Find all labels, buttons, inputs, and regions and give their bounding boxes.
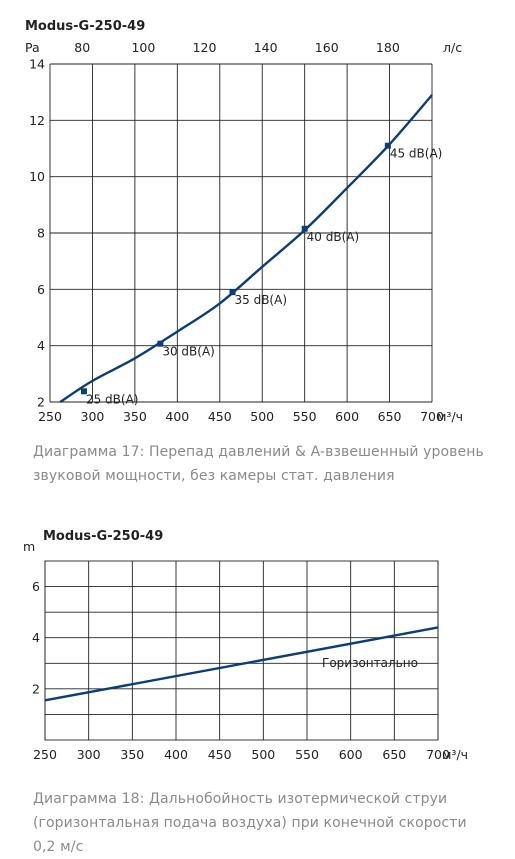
pressure-chart-caption: Диаграмма 17: Перепад давлений & A-взвеш… (33, 444, 484, 484)
chart1-sound-level-label: 45 dB(A) (390, 147, 443, 161)
chart1-x2-tick-label: 160 (315, 40, 339, 55)
chart1-x-tick-label: 600 (335, 409, 359, 424)
chart1-x-axis-label: м³/ч (437, 409, 463, 424)
throw-chart-caption: Диаграмма 18: Дальнобойность изотермичес… (33, 791, 467, 855)
chart2-y-tick-label: 4 (32, 630, 40, 645)
chart1-y-tick-label: 4 (37, 338, 45, 353)
chart1-sound-level-label: 35 dB(A) (235, 293, 288, 307)
chart2-x-tick-label: 500 (251, 747, 275, 762)
chart2-x-tick-label: 550 (295, 747, 319, 762)
chart1-sound-marker (229, 289, 236, 296)
chart2-x-tick-label: 350 (120, 747, 144, 762)
chart1-x-tick-label: 700 (420, 409, 444, 424)
chart1-y-tick-label: 6 (37, 282, 45, 297)
chart1-y-tick-label: 8 (37, 226, 45, 241)
chart2-title: Modus-G-250-49 (43, 529, 163, 544)
chart1-x-tick-label: 650 (378, 409, 402, 424)
chart1-x-tick-label: 500 (250, 409, 274, 424)
chart1-x2-tick-label: 100 (131, 40, 155, 55)
pressure-chart: Modus-G-250-49 250 300 350 400 450 500 550 600 65… (25, 19, 484, 484)
chart2-throw-line (44, 626, 439, 702)
chart2-x-tick-label: 700 (426, 747, 450, 762)
chart1-sound-marker (157, 340, 164, 347)
chart1-sound-marker (384, 142, 391, 149)
chart1-sound-level-label: 25 dB(A) (86, 392, 139, 406)
chart1-x2-tick-label: 80 (74, 40, 90, 55)
chart1-x-tick-label: 450 (208, 409, 232, 424)
chart1-x2-tick-label: 180 (376, 40, 400, 55)
chart2-y-tick-label: 2 (32, 681, 40, 696)
chart2-plot-frame (44, 560, 439, 741)
chart2-x-tick-label: 250 (33, 747, 57, 762)
chart1-x-tick-label: 350 (123, 409, 147, 424)
chart1-y-tick-label: 2 (37, 395, 45, 410)
chart2-x-tick-label: 400 (164, 747, 188, 762)
chart1-sound-marker (301, 225, 308, 232)
chart1-x-tick-label: 300 (81, 409, 105, 424)
throw-chart: Modus-G-250-49 m 250 300 350 400 450 500 550 600 6… (0, 515, 515, 851)
chart1-sound-level-label: 40 dB(A) (307, 230, 360, 244)
chart2-x-tick-label: 600 (339, 747, 363, 762)
chart1-x2-tick-label: 120 (193, 40, 217, 55)
chart2-x-tick-label: 450 (208, 747, 232, 762)
chart1-pressure-curve (59, 94, 433, 404)
chart1-sound-level-label: 30 dB(A) (162, 345, 215, 359)
chart2-x-tick-label: 300 (77, 747, 101, 762)
chart1-y-tick-label: 12 (29, 113, 45, 128)
chart1-title: Modus-G-250-49 (25, 19, 145, 34)
chart1-y-tick-label: 10 (29, 169, 45, 184)
chart1-x2-axis-label: л/с (443, 40, 462, 55)
chart1-x-tick-label: 400 (165, 409, 189, 424)
chart1-sound-marker (80, 388, 87, 395)
pressure-chart-svg: Modus-G-250-49 250 300 350 400 450 500 550 600 65… (25, 19, 463, 424)
chart2-y-axis-label: m (23, 539, 35, 554)
chart1-y-axis-label: Pa (25, 40, 40, 55)
chart1-y-tick-label: 14 (29, 57, 45, 72)
chart1-x-tick-label: 550 (293, 409, 317, 424)
chart2-y-tick-label: 6 (32, 579, 40, 594)
chart2-series-label: Горизонтально (322, 656, 418, 670)
chart2-x-axis-label: м³/ч (442, 747, 468, 762)
chart1-x-tick-label: 250 (38, 409, 62, 424)
chart1-x2-tick-label: 140 (254, 40, 278, 55)
throw-chart-svg: Modus-G-250-49 m 250 300 350 400 450 500 550 600 6… (23, 529, 468, 762)
chart2-x-tick-label: 650 (382, 747, 406, 762)
